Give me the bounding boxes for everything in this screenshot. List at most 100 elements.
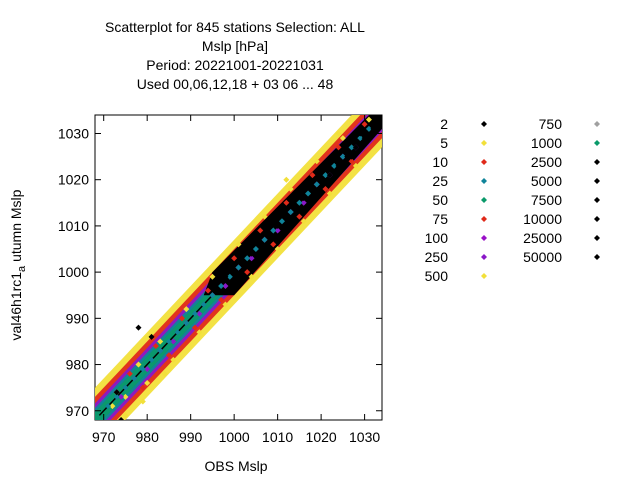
data-point xyxy=(252,246,259,253)
data-point xyxy=(222,282,229,289)
data-point xyxy=(348,158,355,165)
plot-frame xyxy=(94,114,383,421)
legend-marker xyxy=(481,235,487,241)
legend-label: 10000 xyxy=(523,211,562,227)
legend-marker xyxy=(594,140,600,146)
x-tick-label: 1000 xyxy=(219,429,250,445)
x-tick-label: 1020 xyxy=(306,429,337,445)
x-axis-label: OBS Mslp xyxy=(204,458,267,474)
data-point xyxy=(357,130,364,137)
title-line-4: Used 00,06,12,18 + 03 06 ... 48 xyxy=(137,76,334,92)
data-point xyxy=(218,282,225,289)
y-axis-label: val46h1rc1a utumn Mslp xyxy=(8,189,28,340)
data-point xyxy=(300,218,307,225)
y-tick-label: 970 xyxy=(66,403,90,419)
data-point xyxy=(235,264,242,271)
data-point xyxy=(248,250,255,257)
x-tick-label: 980 xyxy=(136,429,160,445)
legend-label: 50 xyxy=(432,192,448,208)
legend-label: 7500 xyxy=(531,192,562,208)
data-point xyxy=(335,162,342,169)
data-point xyxy=(352,144,359,151)
chart-title: Scatterplot for 845 stations Selection: … xyxy=(105,19,365,92)
legend-marker xyxy=(594,254,600,260)
data-point xyxy=(113,389,120,396)
y-tick-label: 1030 xyxy=(58,125,89,141)
data-point xyxy=(309,172,316,179)
data-point xyxy=(322,185,329,192)
data-point xyxy=(348,153,355,160)
data-point xyxy=(300,199,307,206)
data-point xyxy=(335,130,342,137)
data-point xyxy=(370,125,377,132)
legend-marker xyxy=(594,178,600,184)
data-point xyxy=(122,412,129,419)
data-point xyxy=(283,176,290,183)
legend-marker xyxy=(481,273,487,279)
data-point xyxy=(361,121,368,128)
data-point xyxy=(105,403,112,410)
data-point xyxy=(322,172,329,179)
legend-marker xyxy=(594,159,600,165)
data-point xyxy=(222,273,229,280)
data-point xyxy=(300,195,307,202)
data-point xyxy=(287,185,294,192)
y-axis-ticks: 970 980 990 1000 1010 1020 1030 xyxy=(58,125,382,419)
data-point xyxy=(152,343,159,350)
legend-label: 75 xyxy=(432,211,448,227)
x-tick-label: 1030 xyxy=(349,429,380,445)
data-point xyxy=(113,393,120,400)
title-line-1: Scatterplot for 845 stations Selection: … xyxy=(105,19,365,35)
data-point xyxy=(248,273,255,280)
x-tick-label: 1010 xyxy=(262,429,293,445)
data-point xyxy=(183,319,190,326)
y-axis-label-sub: a xyxy=(16,265,28,272)
density-core xyxy=(203,115,382,296)
data-point xyxy=(257,227,264,234)
data-point xyxy=(274,227,281,234)
data-point xyxy=(109,403,116,410)
data-point xyxy=(144,380,151,387)
legend-label: 2500 xyxy=(531,154,562,170)
data-point xyxy=(135,324,142,331)
legend-marker xyxy=(481,178,487,184)
data-point xyxy=(335,144,342,151)
legend-label: 50000 xyxy=(523,249,562,265)
legend-marker xyxy=(481,197,487,203)
data-point xyxy=(122,384,129,391)
data-point xyxy=(183,306,190,313)
y-tick-label: 990 xyxy=(66,310,90,326)
data-point xyxy=(318,176,325,183)
y-tick-label: 1010 xyxy=(58,218,89,234)
data-point xyxy=(313,158,320,165)
legend-label: 10 xyxy=(432,154,448,170)
data-point xyxy=(257,241,264,248)
data-point xyxy=(178,315,185,322)
data-point xyxy=(348,144,355,151)
legend-label: 25000 xyxy=(523,230,562,246)
data-point xyxy=(244,269,251,276)
data-point xyxy=(352,162,359,169)
data-point xyxy=(170,338,177,345)
data-point xyxy=(339,135,346,142)
legend-marker xyxy=(481,121,487,127)
data-point xyxy=(274,222,281,229)
data-point xyxy=(165,352,172,359)
data-point xyxy=(278,218,285,225)
data-point xyxy=(339,153,346,160)
data-point xyxy=(283,213,290,220)
data-points xyxy=(105,116,377,420)
data-point xyxy=(144,366,151,373)
data-point xyxy=(218,296,225,303)
data-point xyxy=(139,398,146,405)
data-point xyxy=(239,259,246,266)
data-point xyxy=(148,356,155,363)
data-point xyxy=(196,310,203,317)
legend-marker xyxy=(594,121,600,127)
data-point xyxy=(331,162,338,169)
data-point xyxy=(344,153,351,160)
data-point xyxy=(361,135,368,142)
data-point xyxy=(357,135,364,142)
data-point xyxy=(248,255,255,262)
